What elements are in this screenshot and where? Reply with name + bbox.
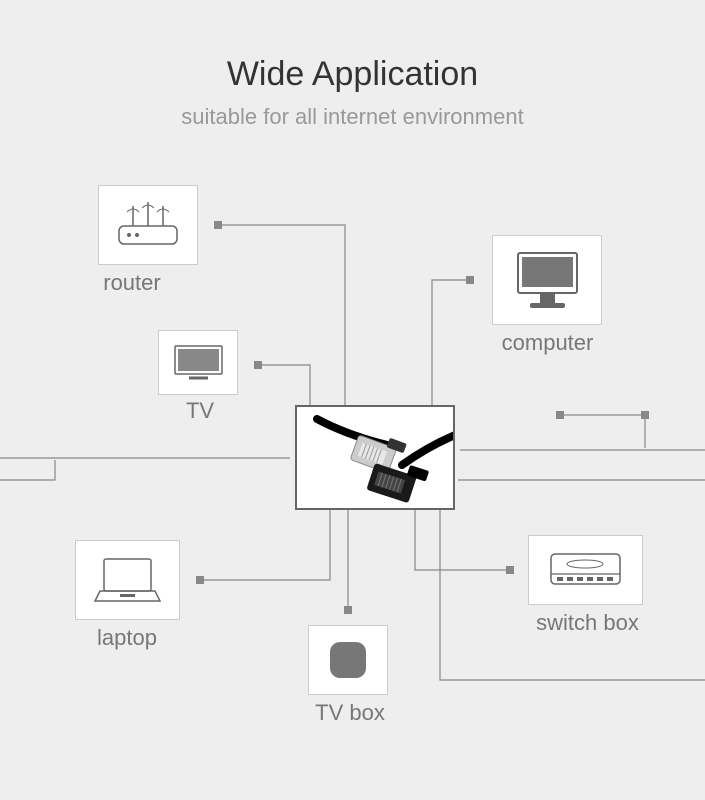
tvbox-icon <box>324 636 372 684</box>
laptop-label: laptop <box>87 625 167 651</box>
endpoint <box>506 566 514 574</box>
endpoint <box>344 606 352 614</box>
router-box <box>98 185 198 265</box>
switchbox-box <box>528 535 643 605</box>
tv-box <box>158 330 238 395</box>
switchbox-label: switch box <box>525 610 650 636</box>
computer-label: computer <box>490 330 605 356</box>
router-label: router <box>92 270 172 296</box>
laptop-box <box>75 540 180 620</box>
page-subtitle: suitable for all internet environment <box>0 104 705 130</box>
computer-icon <box>510 248 585 313</box>
tv-label: TV <box>175 398 225 424</box>
center-ethernet-cable <box>295 405 455 510</box>
page-title: Wide Application <box>0 0 705 94</box>
endpoint <box>254 361 262 369</box>
endpoint <box>196 576 204 584</box>
endpoint <box>556 411 564 419</box>
endpoint <box>641 411 649 419</box>
laptop-icon <box>90 553 165 608</box>
tvbox-box <box>308 625 388 695</box>
switchbox-icon <box>543 546 628 594</box>
router-icon <box>113 198 183 253</box>
tv-icon <box>171 342 226 384</box>
computer-box <box>492 235 602 325</box>
endpoint <box>214 221 222 229</box>
endpoint <box>466 276 474 284</box>
tvbox-label: TV box <box>305 700 395 726</box>
